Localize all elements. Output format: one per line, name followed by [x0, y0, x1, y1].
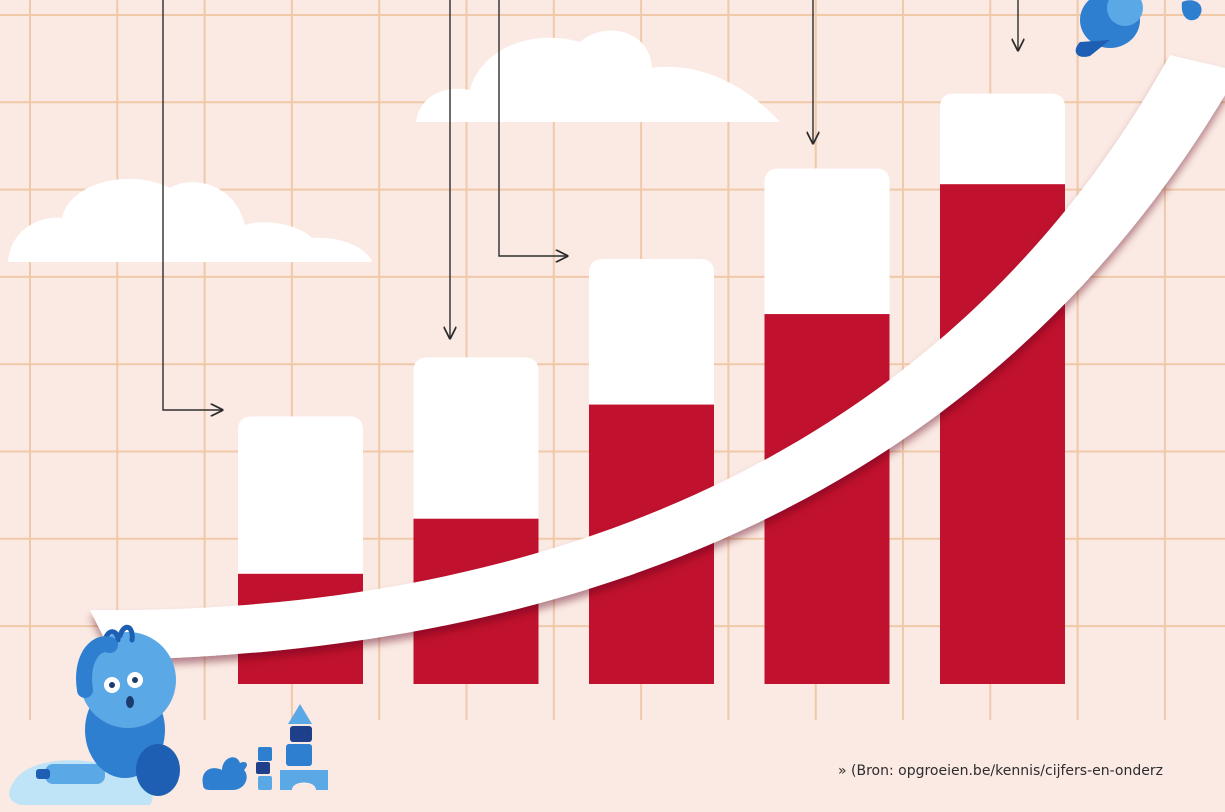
block-1: [258, 747, 272, 761]
cloud-left: [8, 178, 372, 262]
block-tower: [288, 704, 312, 724]
toddler-figure: [9, 624, 180, 805]
source-note: » (Bron: opgroeien.be/kennis/cijfers-en-…: [838, 763, 1163, 779]
arrow-1: [162, 0, 222, 410]
growth-swoosh: [90, 55, 1225, 660]
baby-bottle: [45, 764, 105, 784]
arrow-3: [498, 0, 567, 256]
rubber-duck: [202, 757, 247, 790]
toys: [202, 704, 328, 790]
climber-figure: [1075, 0, 1202, 57]
clouds: [8, 30, 780, 262]
callout-arrows: [162, 0, 1018, 410]
cloud-middle: [416, 30, 780, 123]
